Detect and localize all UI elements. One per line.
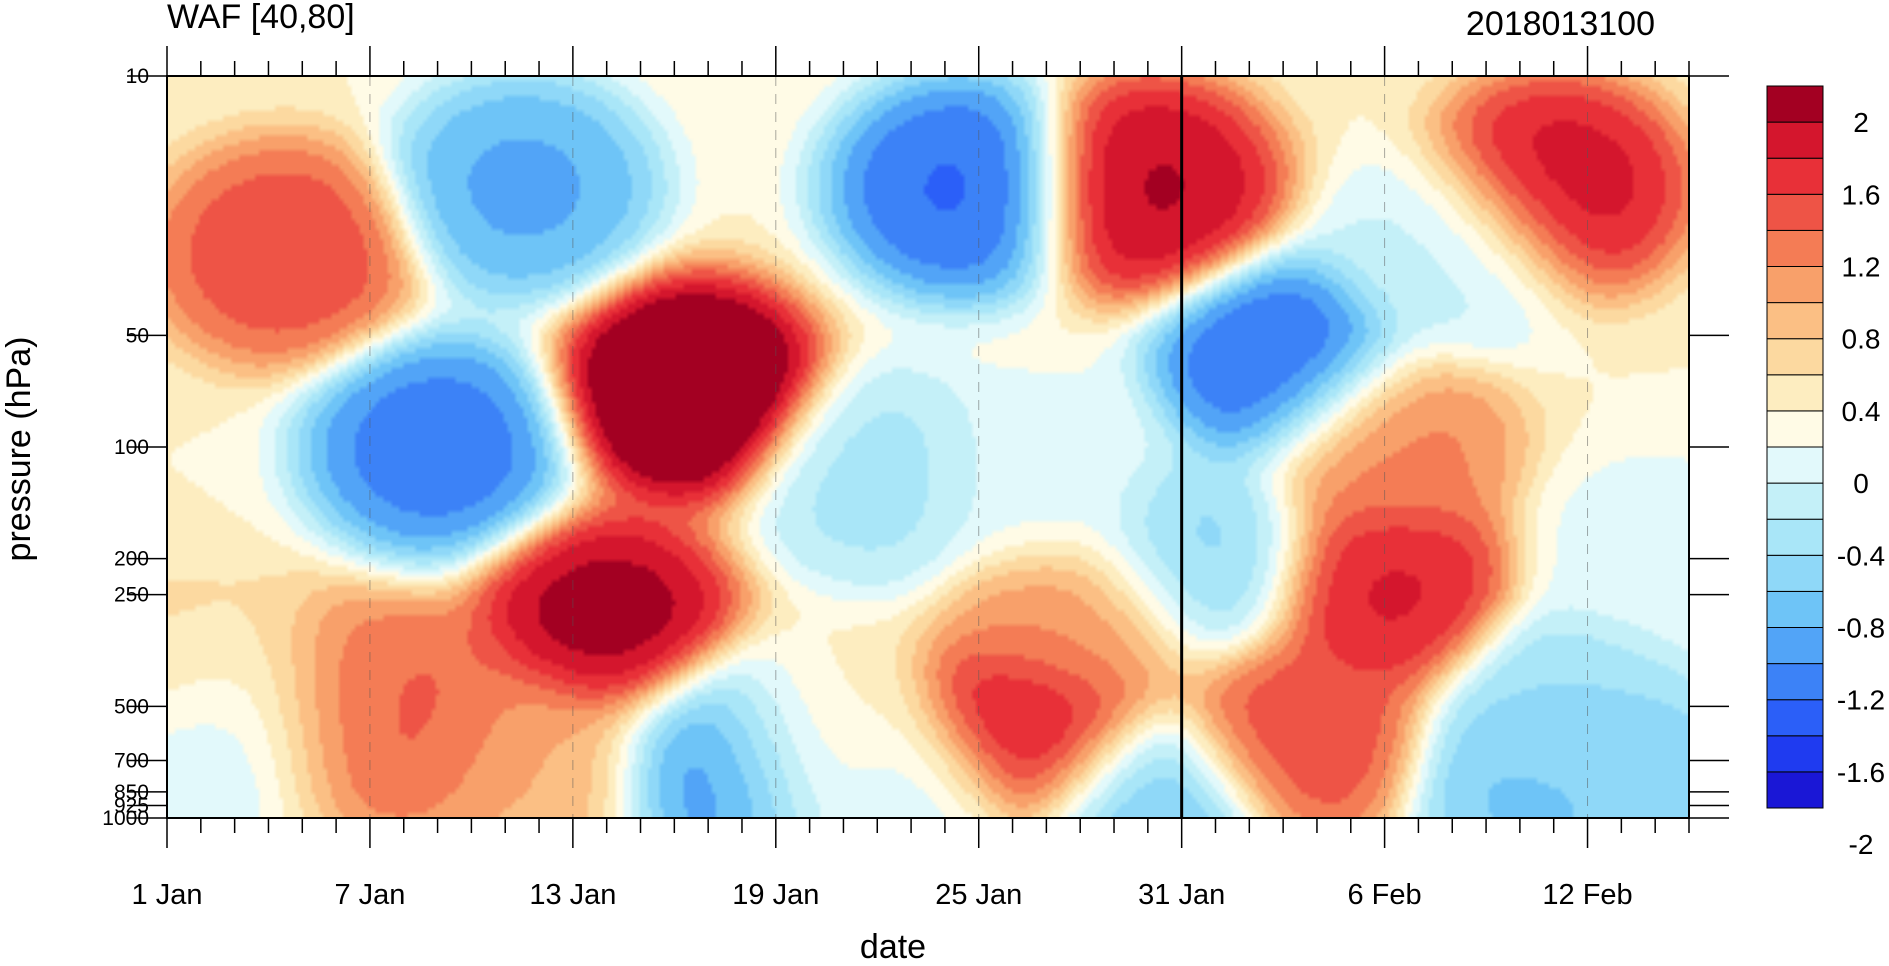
colorbar-label: 2 [1853,107,1869,138]
colorbar-swatch [1766,590,1824,629]
colorbar-swatch [1766,554,1824,592]
colorbar-swatch [1766,771,1824,809]
y-tick-label: 200 [114,548,149,571]
y-tick-label: 50 [126,324,149,347]
y-axis-label: pressure (hPa) [0,337,38,562]
x-tick-label: 12 Feb [1542,879,1632,911]
colorbar-label: -0.4 [1837,540,1885,571]
colorbar-label: -1.6 [1837,757,1885,788]
colorbar-label: 1.2 [1842,252,1881,283]
x-tick-label: 6 Feb [1348,879,1422,911]
x-axis-label: date [860,928,926,961]
y-tick-label: 1000 [102,807,149,830]
colorbar-swatch [1766,338,1824,376]
colorbar-swatch [1766,482,1824,520]
y-tick-label: 850 [114,781,149,804]
colorbar-swatch [1766,157,1824,195]
x-tick-label: 25 Jan [935,879,1022,911]
colorbar-label: 0 [1853,468,1869,499]
y-tick-label: 925 [114,794,149,817]
x-tick-label: 31 Jan [1138,879,1225,911]
colorbar-swatch [1766,410,1824,448]
colorbar-swatch [1766,518,1824,556]
colorbar-swatch [1766,374,1824,412]
x-tick-label: 7 Jan [334,879,405,911]
colorbar-swatch [1766,193,1824,231]
x-tick-label: 19 Jan [732,879,819,911]
colorbar-label: -2 [1849,829,1874,860]
x-tick-label: 1 Jan [132,879,203,911]
colorbar-swatch [1766,229,1824,267]
colorbar-swatch [1766,663,1824,701]
colorbar-swatch [1766,627,1824,665]
colorbar-swatch [1766,302,1824,340]
contour-field [167,76,1689,818]
colorbar-label: -1.2 [1837,685,1885,716]
colorbar: 2 1.6 1.2 0.8 0.4 0 -0.4 -0.8 -1.2 -1.6 -2 [1766,85,1885,860]
y-tick-label: 100 [114,436,149,459]
chart-title: WAF [40,80] [167,0,355,36]
colorbar-swatch [1766,266,1824,304]
y-tick-label: 500 [114,695,149,718]
y-tick-label: 700 [114,750,149,773]
colorbar-swatch [1766,446,1824,484]
x-tick-label: 13 Jan [529,879,616,911]
colorbar-label: -0.8 [1837,613,1885,644]
colorbar-label: 0.8 [1842,324,1881,355]
y-tick-label: 10 [126,65,149,88]
colorbar-swatch [1766,121,1824,159]
colorbar-swatch [1766,699,1824,737]
plot-area [166,76,1689,818]
colorbar-swatch [1766,85,1824,123]
colorbar-swatch [1766,735,1824,773]
chart-subtitle: 2018013100 [1466,5,1655,43]
axes: 1 Jan 7 Jan 13 Jan 19 Jan 25 Jan 31 Jan 6 Feb 1… [102,46,1729,911]
colorbar-label: 1.6 [1842,179,1881,210]
y-tick-label: 250 [114,584,149,607]
colorbar-label: 0.4 [1842,396,1881,427]
